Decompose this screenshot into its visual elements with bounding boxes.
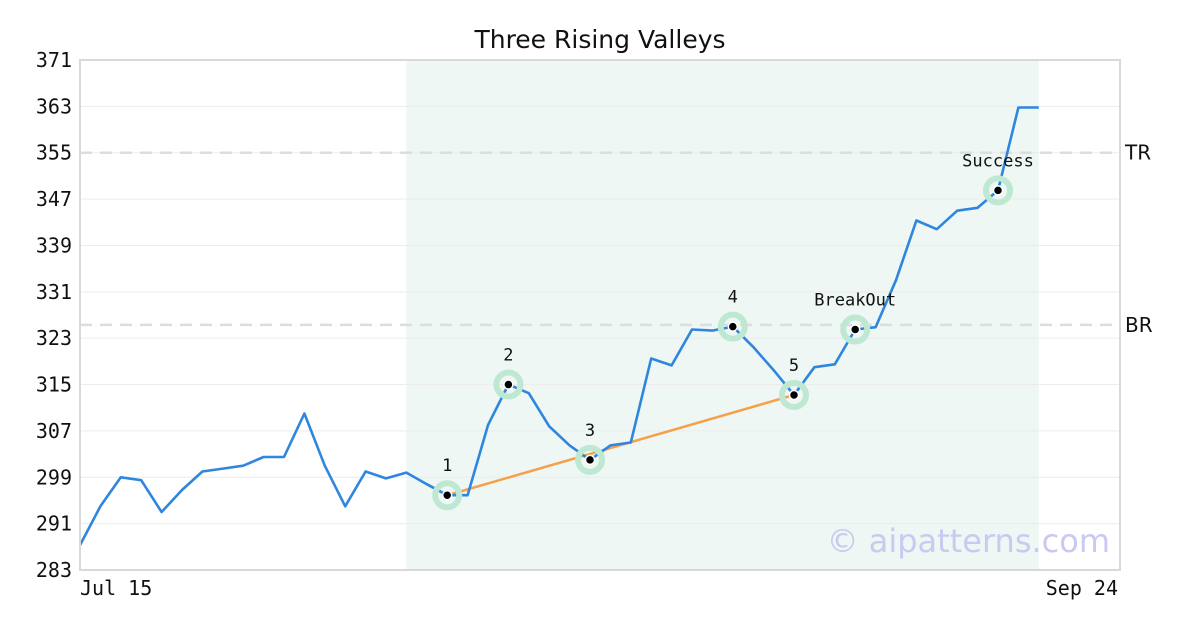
y-tick-label: 315 bbox=[36, 373, 72, 397]
y-tick-label: 355 bbox=[36, 141, 72, 165]
marker-point bbox=[992, 185, 1004, 196]
y-tick-label: 347 bbox=[36, 187, 72, 211]
marker-ring bbox=[840, 314, 871, 345]
y-tick-label: 307 bbox=[36, 419, 72, 443]
chart-title: Three Rising Valleys bbox=[473, 25, 725, 54]
y-tick-label: 331 bbox=[36, 280, 72, 304]
marker-point bbox=[788, 389, 800, 401]
annotation-label: 1 bbox=[442, 456, 452, 476]
y-tick-label: 339 bbox=[36, 233, 72, 257]
y-tick-label: 299 bbox=[36, 465, 72, 489]
annotation-label: 3 bbox=[585, 421, 595, 441]
y-tick-label: 291 bbox=[36, 512, 72, 536]
marker-point bbox=[727, 321, 739, 332]
annotation-label: 2 bbox=[503, 346, 513, 366]
price-line bbox=[78, 106, 1039, 546]
marker-point bbox=[441, 489, 453, 501]
annotation-markers: 1 2 3 4 5 BreakOut Success bbox=[432, 151, 1034, 511]
marker-ring bbox=[493, 369, 524, 400]
annotation-label: 5 bbox=[789, 356, 799, 376]
plot-background bbox=[406, 60, 1039, 570]
annotation-label: BreakOut bbox=[814, 290, 896, 310]
annotation-label: Success bbox=[962, 151, 1034, 171]
marker-ring bbox=[983, 175, 1013, 206]
watermark: © aipatterns.com bbox=[827, 522, 1110, 560]
marker-ring bbox=[717, 311, 748, 342]
level-label-tr: TR bbox=[1124, 141, 1151, 165]
plot-frame bbox=[79, 59, 1121, 571]
marker-ring bbox=[575, 444, 605, 475]
pattern-highlight-region bbox=[406, 60, 1039, 570]
plot-border bbox=[79, 59, 1121, 571]
x-tick-label: Jul 15 bbox=[80, 576, 152, 600]
price-line-group bbox=[78, 106, 1039, 546]
x-tick-label: Sep 24 bbox=[1046, 576, 1118, 600]
marker-point bbox=[849, 324, 861, 335]
y-tick-label: 283 bbox=[36, 558, 72, 582]
marker-point bbox=[584, 454, 596, 466]
y-tick-label: 363 bbox=[36, 94, 72, 118]
y-tick-label: 323 bbox=[36, 326, 72, 350]
horizontal-levels: TR BR bbox=[80, 141, 1153, 337]
marker-ring bbox=[779, 379, 809, 410]
y-axis-ticks: 371 363 355 347 339 331 323 315 307 299 291 283 bbox=[36, 48, 72, 582]
y-tick-label: 371 bbox=[36, 48, 72, 72]
level-label-br: BR bbox=[1125, 313, 1153, 337]
x-axis-ticks: Jul 15 Sep 24 bbox=[80, 576, 1118, 600]
marker-ring bbox=[432, 480, 463, 511]
marker-point bbox=[503, 379, 514, 390]
annotation-label: 4 bbox=[728, 288, 738, 308]
